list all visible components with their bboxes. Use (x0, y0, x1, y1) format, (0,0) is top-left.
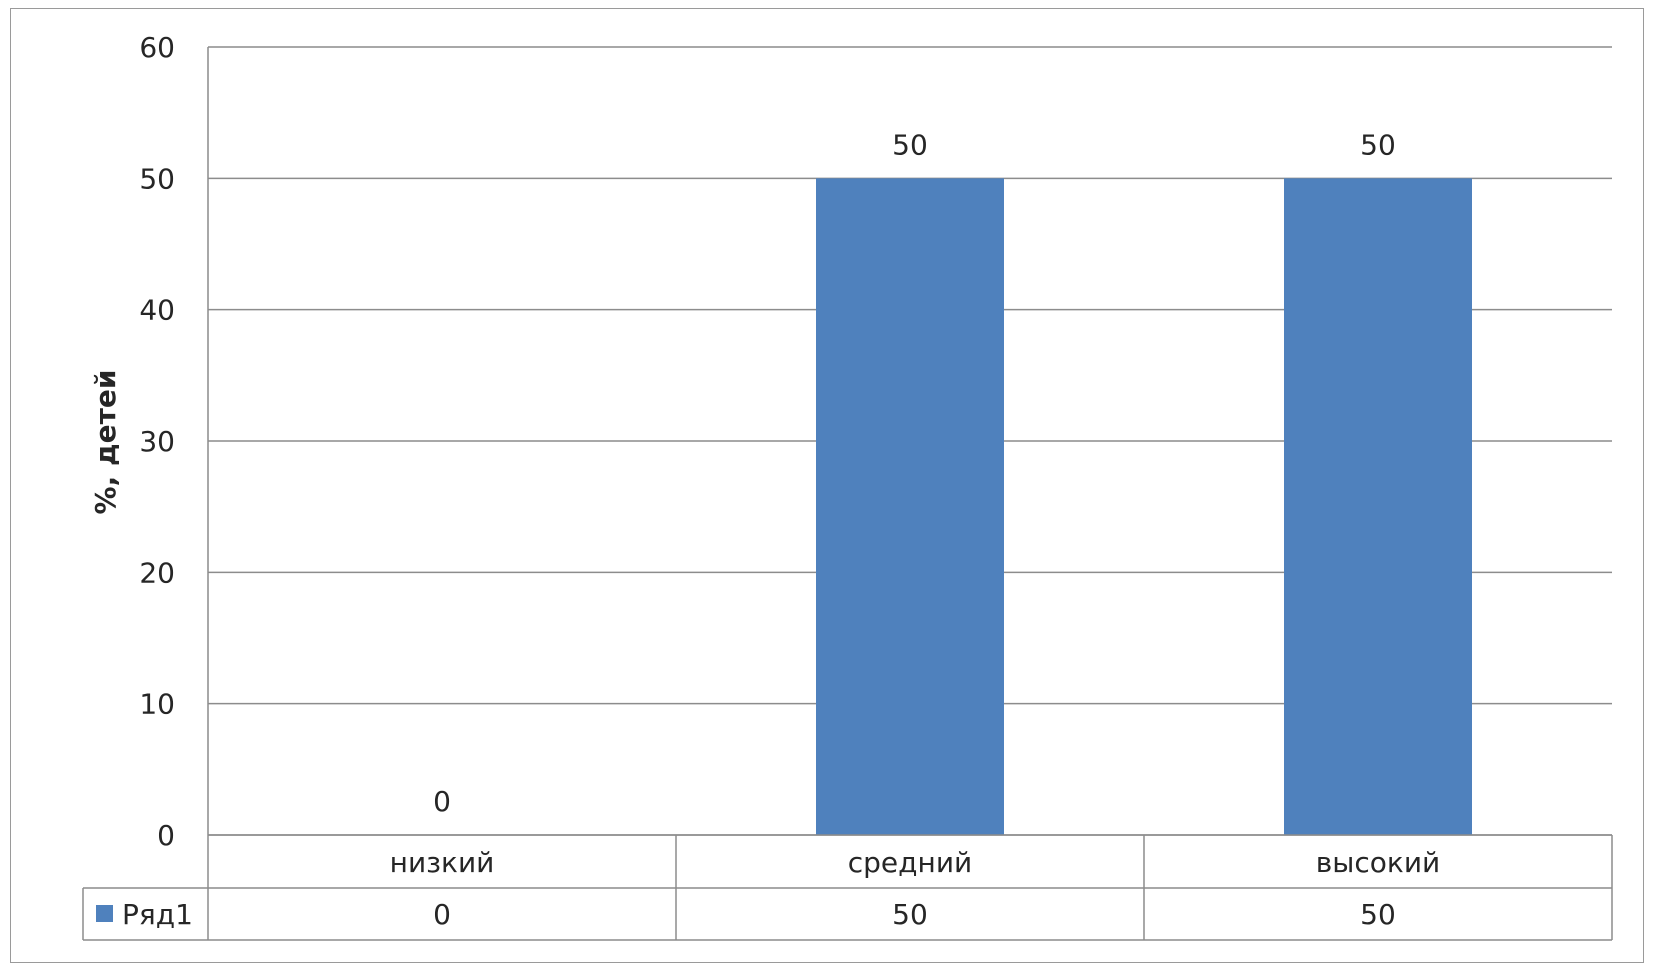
data-label: 50 (892, 128, 928, 161)
x-tick-label: высокий (1316, 846, 1440, 879)
y-tick-label: 10 (139, 688, 175, 721)
y-tick-label: 60 (139, 31, 175, 64)
x-tick-label: средний (848, 846, 972, 879)
table-value: 50 (892, 898, 928, 931)
y-axis-ticks: 0 10 20 30 40 50 60 (139, 31, 175, 852)
y-tick-label: 20 (139, 556, 175, 589)
y-tick-label: 0 (157, 819, 175, 852)
x-tick-label: низкий (390, 846, 495, 879)
y-tick-label: 40 (139, 294, 175, 327)
data-label: 0 (433, 785, 451, 818)
y-tick-label: 50 (139, 162, 175, 195)
table-value: 0 (433, 898, 451, 931)
data-table: низкий 0 средний 50 высокий 50 Ряд1 (82, 834, 1613, 941)
legend-label: Ряд1 (122, 898, 193, 931)
data-label: 50 (1360, 128, 1396, 161)
y-axis-label: %, детей (89, 370, 122, 515)
bars (816, 178, 1472, 836)
y-tick-label: 30 (139, 425, 175, 458)
data-labels: 0 50 50 (433, 128, 1396, 818)
table-value: 50 (1360, 898, 1396, 931)
bar-средний (816, 178, 1004, 836)
bar-высокий (1284, 178, 1472, 836)
legend-swatch (96, 905, 113, 922)
